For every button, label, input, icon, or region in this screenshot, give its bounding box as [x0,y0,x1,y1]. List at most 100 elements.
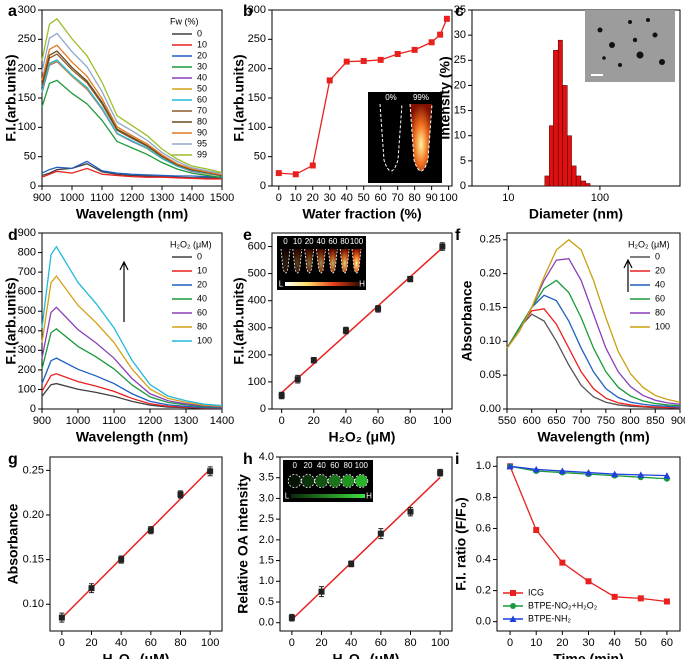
scale-low: L [285,492,290,501]
hist-bar [571,165,577,187]
data-line [41,59,223,177]
y-tick-label: 25 [454,54,466,66]
x-axis-title: H₂O₂ (μM) [103,651,170,659]
x-axis-title: H₂O₂ (μM) [333,651,400,659]
y-tick-label: 100 [248,376,266,388]
legend-label: 99 [197,149,207,159]
well-signal [288,475,301,487]
data-line [41,79,223,179]
y-tick-label: 3.5 [259,472,274,484]
x-tick-label: 100 [201,637,219,649]
legend-label: 20 [197,50,207,60]
data-point [58,614,65,621]
panel-label: h [243,451,253,468]
x-tick-label: 1200 [138,415,162,427]
y-tick-label: 0.0 [259,617,274,629]
particle [636,51,644,59]
well-outline [314,474,329,488]
data-point [377,530,384,537]
y-tick-label: 0 [260,180,266,192]
x-tick-label: 1200 [120,192,144,204]
legend-label: 60 [655,293,665,303]
legend-label: 90 [197,127,207,137]
x-tick-label: 30 [324,192,336,204]
x-tick-label: 900 [33,192,51,204]
data-point [637,595,644,602]
x-tick-label: 70 [392,192,404,204]
fit-line [291,476,441,621]
y-tick-label: 300 [18,4,36,16]
data-line [41,32,223,175]
data-point [343,58,350,65]
y-axis-title: F.I.(arb.units) [231,54,247,141]
y-tick-label: 400 [248,295,266,307]
x-tick-label: 0 [507,637,513,649]
legend-title: Fw (%) [170,16,199,26]
particle [652,32,658,38]
legend-label: 80 [197,116,207,126]
hist-bar [567,135,572,187]
y-tick-label: 0.20 [480,268,501,280]
x-tick-label: 100 [439,192,457,204]
legend-label: 95 [197,138,207,148]
y-tick-label: 600 [248,240,266,252]
tube-outline [316,248,326,274]
y-axis-title: Intensity (%) [437,56,453,139]
y-axis-title: F.I.(arb.units) [3,54,19,141]
hist-bar [557,39,563,187]
x-tick-label: 650 [547,415,565,427]
y-tick-label: 100 [18,383,36,395]
tube-outline [339,248,350,274]
data-point [558,467,566,474]
hist-bar [575,175,582,187]
panel-label: g [8,451,18,468]
particle [609,42,615,48]
y-tick-label: 900 [18,227,36,239]
legend-label: BTPE-NO₂+H₂O₂ [528,600,598,610]
y-tick-label: 0.05 [480,369,501,381]
well-signal [302,475,314,487]
data-point [375,305,382,312]
y-tick-label: 0.25 [480,234,501,246]
inset-label: 80 [340,237,349,246]
y-tick-label: 30 [454,29,466,41]
x-tick-label: 30 [582,637,594,649]
scale-bar [591,74,603,76]
data-point [443,15,450,22]
inset-label: 80 [344,461,353,470]
data-line [41,373,223,409]
tube-outline [280,248,291,274]
data-point [637,471,645,478]
y-tick-label: 0 [30,403,36,415]
x-axis-title: Wavelength (nm) [537,429,649,445]
panel-label: f [455,227,461,244]
x-tick-label: 60 [372,415,384,427]
data-point [439,243,446,250]
x-tick-label: 80 [404,637,416,649]
inset-label: 60 [330,461,339,470]
x-tick-label: 40 [340,415,352,427]
x-tick-label: 900 [33,415,51,427]
x-tick-label: 1400 [210,415,234,427]
x-tick-label: 0 [59,637,65,649]
y-tick-label: 1.0 [476,460,491,472]
well-signal [355,475,368,487]
data-point [342,327,349,334]
y-tick-label: 400 [18,325,36,337]
x-tick-label: 80 [174,637,186,649]
inset-label: 40 [317,237,326,246]
panel-label: d [8,227,18,244]
hist-bar [585,183,591,187]
x-tick-label: 20 [308,415,320,427]
x-tick-label: 750 [597,415,615,427]
well-outline [327,474,342,488]
legend-label: 80 [197,321,207,331]
x-axis-title: Time (min) [553,651,624,659]
y-tick-label: 250 [248,33,266,45]
y-tick-label: 250 [18,33,36,45]
data-point [294,376,301,383]
x-tick-label: 40 [341,192,353,204]
plot-frame [49,456,223,632]
x-tick-label: 60 [661,637,673,649]
legend-marker [509,615,517,622]
